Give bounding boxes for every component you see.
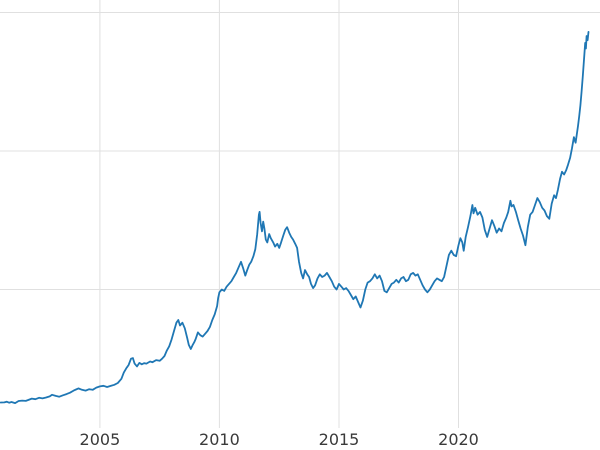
- series-group: [0, 30, 590, 405]
- gridlines-group: [0, 0, 600, 428]
- price-line-series: [0, 30, 590, 405]
- x-axis-tick-label: 2015: [319, 430, 360, 449]
- x-axis-tick-labels-group: 2005 2010 2015 2020: [80, 430, 479, 449]
- x-axis-tick-label: 2010: [199, 430, 240, 449]
- x-axis-tick-label: 2005: [80, 430, 121, 449]
- x-axis-tick-label: 2020: [438, 430, 479, 449]
